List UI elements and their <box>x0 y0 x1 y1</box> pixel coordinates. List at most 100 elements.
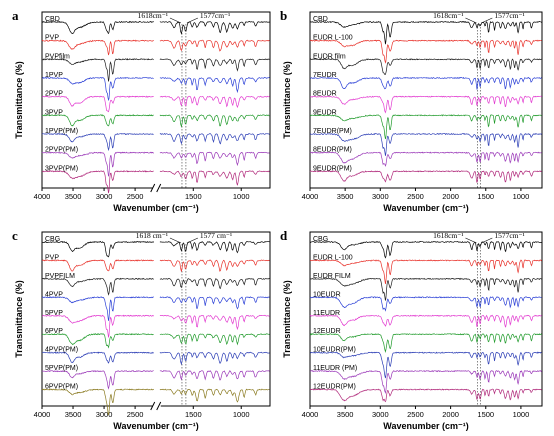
axis-break-mark <box>156 183 162 193</box>
axis-break-gap <box>152 403 161 409</box>
marker-label: 1618 cm⁻¹ <box>136 231 168 240</box>
axis-break-mark <box>156 401 162 411</box>
series-label: 6PVP <box>45 328 63 335</box>
marker-label: 1618cm⁻¹ <box>433 11 463 20</box>
series-line-1 <box>41 20 270 35</box>
series-label: 1PVP(PM) <box>45 128 78 135</box>
series-label: 3PVP(PM) <box>45 165 78 172</box>
y-axis-title: Transmittance (%) <box>282 61 292 139</box>
series-line-1 <box>309 20 542 45</box>
series-line-4 <box>309 76 542 90</box>
panel-letter: a <box>12 8 19 23</box>
series-line-6 <box>41 114 270 128</box>
x-tick-label: 1500 <box>477 192 494 201</box>
series-label: EUDR film <box>313 53 346 60</box>
series-line-7 <box>309 351 542 379</box>
series-line-2 <box>310 259 542 284</box>
marker-arrow <box>465 17 477 24</box>
x-axis-title: Wavenumber (cm⁻¹) <box>383 203 468 213</box>
series-label: CBD <box>45 16 60 23</box>
series-label: 6PVP(PM) <box>45 384 78 391</box>
x-tick-label: 3000 <box>372 192 389 201</box>
series-line-7 <box>41 132 270 152</box>
x-tick-label: 1000 <box>233 410 250 419</box>
series-label: 2PVP <box>45 91 63 98</box>
y-axis-title: Transmittance (%) <box>282 280 292 358</box>
plot-frame <box>309 11 543 189</box>
series-line-5 <box>41 95 270 113</box>
series-line-3 <box>309 58 542 75</box>
x-tick-label: 3000 <box>96 410 113 419</box>
x-tick-label: 3500 <box>65 192 82 201</box>
x-tick-label: 2000 <box>442 410 459 419</box>
series-line-2 <box>41 259 270 272</box>
series-label: 1PVP <box>45 72 63 79</box>
series-label: 2PVP(PM) <box>45 147 78 154</box>
x-tick-label: 1500 <box>185 192 202 201</box>
marker-label: 1577cm⁻¹ <box>200 11 230 20</box>
marker-label: 1618cm⁻¹ <box>433 231 463 240</box>
series-line-2 <box>309 39 542 64</box>
marker-label: 1618cm⁻¹ <box>138 11 168 20</box>
series-line-4 <box>42 76 270 102</box>
series-line-3 <box>41 277 270 296</box>
series-line-1 <box>309 241 542 259</box>
series-line-8 <box>309 151 542 167</box>
x-tick-label: 4000 <box>302 410 319 419</box>
series-label: CBD <box>313 16 328 23</box>
x-axis-title: Wavenumber (cm⁻¹) <box>113 203 198 213</box>
series-line-1 <box>42 240 270 258</box>
x-tick-label: 1500 <box>185 410 202 419</box>
series-line-3 <box>41 58 270 82</box>
x-tick-label: 3500 <box>337 192 354 201</box>
x-axis-title: Wavenumber (cm⁻¹) <box>383 421 468 431</box>
axis-break-mark <box>150 401 156 411</box>
panel-a: 4000 3500 3000 2500 1500 1000 Wavenumber (cm⁻¹… <box>12 8 271 213</box>
x-tick-label: 3000 <box>372 410 389 419</box>
marker-label: 1577cm⁻¹ <box>494 231 524 240</box>
x-tick-label: 2000 <box>442 192 459 201</box>
x-tick-label: 1500 <box>477 410 494 419</box>
series-label: EUDR FILM <box>313 273 351 280</box>
x-tick-label: 2500 <box>407 410 424 419</box>
panel-d: 4000 3500 3000 2500 2000 1500 1000 Wavenumber (… <box>280 228 543 431</box>
series-label: 12EUDR <box>313 328 341 335</box>
series-line-6 <box>41 333 270 349</box>
series-label: 5PVP(PM) <box>45 365 78 372</box>
axis-break-mark <box>150 183 156 193</box>
series-label: PVPFILM <box>45 273 75 280</box>
series-line-3 <box>309 277 542 301</box>
series-label: 7EUDR <box>313 72 337 79</box>
series-label: PVPfilm <box>45 53 70 60</box>
x-tick-label: 3000 <box>96 192 113 201</box>
x-tick-label: 2500 <box>127 192 144 201</box>
series-label: 8EUDR(PM) <box>313 147 352 154</box>
panel-c: 4000 3500 3000 2500 1500 1000 Wavenumber (cm⁻¹… <box>12 228 271 431</box>
x-tick-label: 2500 <box>127 410 144 419</box>
series-line-4 <box>309 296 542 312</box>
series-line-5 <box>309 314 542 328</box>
series-label: 11EUDR (PM) <box>313 365 357 372</box>
marker-label: 1577 cm⁻¹ <box>200 231 232 240</box>
series-line-8 <box>41 370 270 390</box>
series-line-8 <box>310 370 542 395</box>
series-label: 3PVP <box>45 109 63 116</box>
series-label: 4PVP <box>45 291 63 298</box>
series-label: PVP <box>45 254 59 261</box>
series-line-9 <box>309 388 542 403</box>
series-label: 8EUDR <box>313 91 337 98</box>
series-line-4 <box>41 296 270 321</box>
x-tick-label: 1000 <box>233 192 250 201</box>
series-label: CBG <box>313 236 328 243</box>
x-tick-label: 1000 <box>513 410 530 419</box>
series-line-7 <box>309 132 542 156</box>
x-tick-label: 2500 <box>407 192 424 201</box>
series-line-9 <box>41 170 270 194</box>
marker-arrow <box>169 17 182 24</box>
x-tick-label: 1000 <box>513 192 530 201</box>
y-axis-title: Transmittance (%) <box>14 61 24 139</box>
series-label: 10EUDR <box>313 291 341 298</box>
series-label: PVP <box>45 35 59 42</box>
